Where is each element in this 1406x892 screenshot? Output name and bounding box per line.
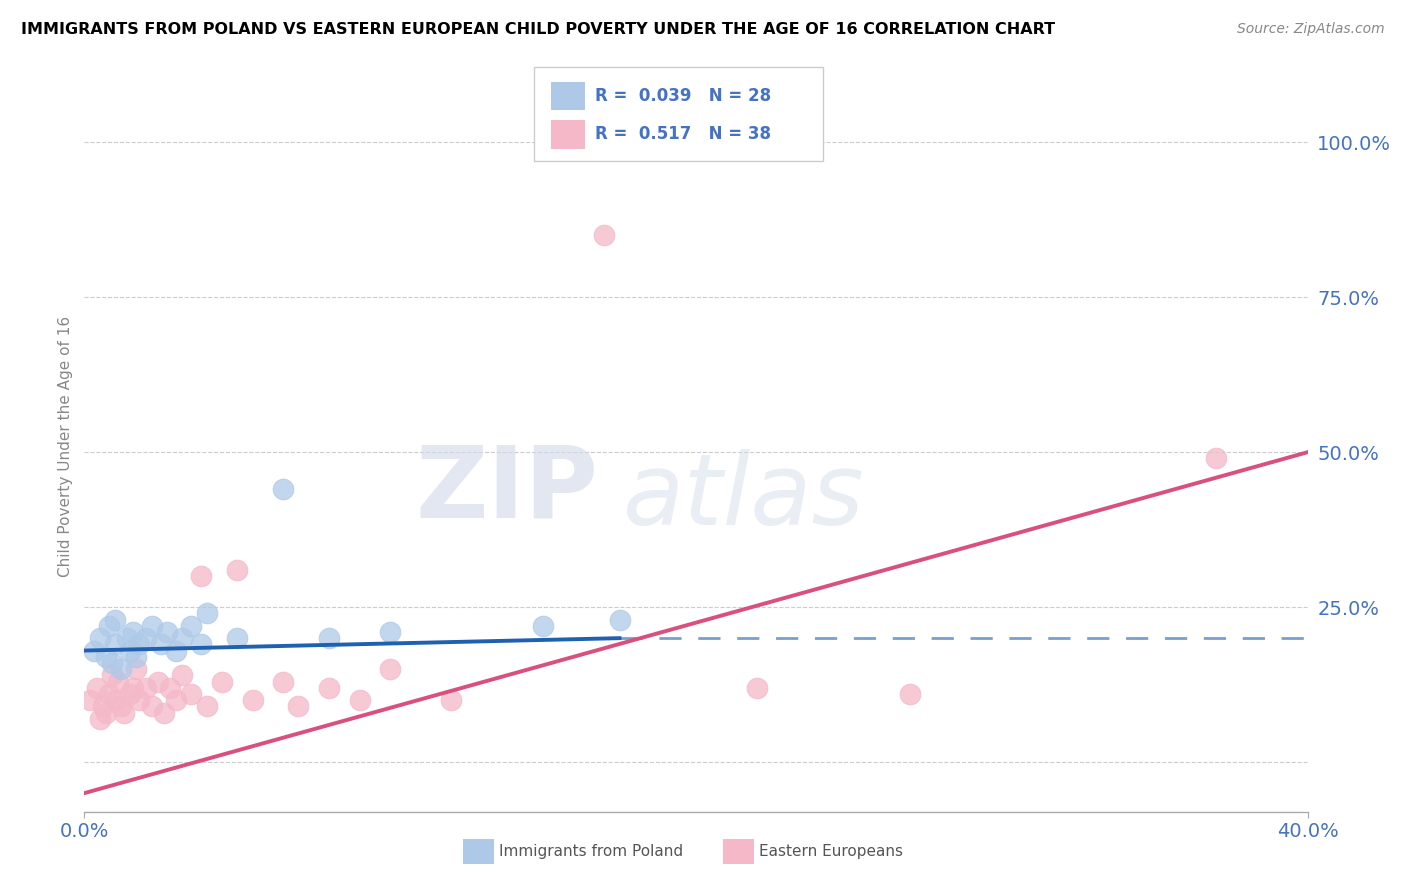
Text: R =  0.517   N = 38: R = 0.517 N = 38 [595, 125, 770, 144]
Point [440, 693, 463, 707]
Point [97, 619, 120, 633]
Point [146, 674, 169, 689]
Point [211, 674, 233, 689]
Point [380, 662, 402, 676]
Point [135, 631, 157, 645]
Point [94, 649, 117, 664]
Point [104, 693, 127, 707]
Y-axis label: Child Poverty Under the Age of 16: Child Poverty Under the Age of 16 [58, 316, 73, 576]
Point [120, 643, 142, 657]
Point [609, 613, 631, 627]
Point [101, 668, 124, 682]
Text: Immigrants from Poland: Immigrants from Poland [499, 845, 683, 859]
Point [318, 631, 340, 645]
Point [89, 712, 111, 726]
Point [101, 656, 124, 670]
Point [149, 637, 172, 651]
Text: atlas: atlas [623, 449, 865, 546]
Point [898, 687, 921, 701]
Point [380, 624, 402, 639]
Point [226, 631, 249, 645]
Point [195, 607, 218, 621]
Point [94, 706, 117, 720]
Point [1205, 451, 1227, 466]
Point [172, 631, 194, 645]
Point [122, 624, 145, 639]
Text: ZIP: ZIP [415, 442, 598, 539]
Point [115, 631, 138, 645]
Point [287, 699, 309, 714]
Point [159, 681, 181, 695]
Point [226, 563, 249, 577]
Point [104, 613, 127, 627]
Point [318, 681, 340, 695]
Point [83, 643, 105, 657]
Point [128, 637, 150, 651]
Point [180, 687, 202, 701]
Point [165, 693, 187, 707]
Point [125, 662, 148, 676]
Point [165, 643, 187, 657]
Point [135, 681, 157, 695]
Point [153, 706, 176, 720]
Point [112, 706, 135, 720]
Point [125, 649, 148, 664]
Point [107, 674, 129, 689]
Point [110, 699, 132, 714]
Point [271, 674, 294, 689]
Point [195, 699, 218, 714]
Point [271, 483, 294, 497]
Point [747, 681, 769, 695]
Point [122, 681, 145, 695]
Point [190, 569, 212, 583]
Point [180, 619, 202, 633]
Point [242, 693, 264, 707]
Point [110, 662, 132, 676]
Text: IMMIGRANTS FROM POLAND VS EASTERN EUROPEAN CHILD POVERTY UNDER THE AGE OF 16 COR: IMMIGRANTS FROM POLAND VS EASTERN EUROPE… [21, 22, 1056, 37]
Point [89, 631, 111, 645]
Point [104, 637, 127, 651]
Text: Source: ZipAtlas.com: Source: ZipAtlas.com [1237, 22, 1385, 37]
Point [349, 693, 371, 707]
Point [120, 687, 142, 701]
Point [91, 699, 114, 714]
Text: R =  0.039   N = 28: R = 0.039 N = 28 [595, 87, 770, 105]
Point [97, 687, 120, 701]
Point [79, 693, 101, 707]
Point [156, 624, 179, 639]
Point [172, 668, 194, 682]
Point [141, 619, 163, 633]
Point [86, 681, 108, 695]
Point [128, 693, 150, 707]
Point [593, 228, 616, 243]
Text: Eastern Europeans: Eastern Europeans [759, 845, 903, 859]
Point [141, 699, 163, 714]
Point [190, 637, 212, 651]
Point [531, 619, 554, 633]
